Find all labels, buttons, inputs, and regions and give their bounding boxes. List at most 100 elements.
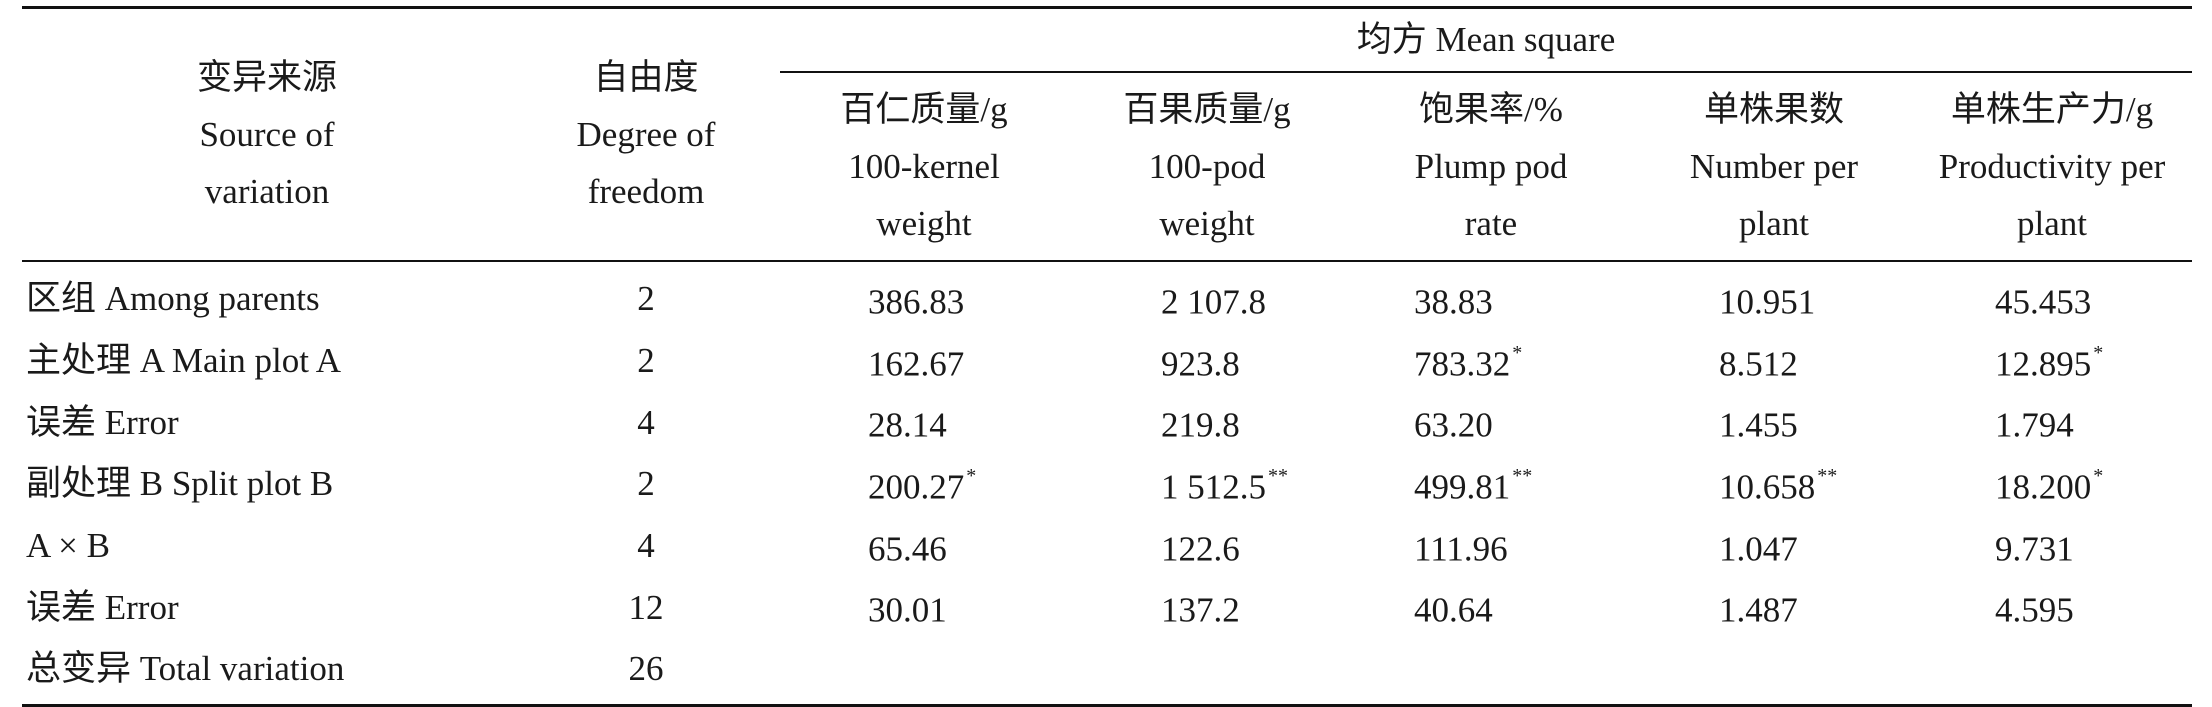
mean-square-cell: 9.731: [1912, 515, 2192, 577]
mean-square-cell: 122.6: [1068, 515, 1346, 577]
mean-square-cell: 1.047: [1636, 515, 1912, 577]
cell-value: 122.6: [1161, 529, 1240, 569]
mean-square-cell: [1912, 638, 2192, 704]
table-row: 总变异 Total variation 26: [22, 638, 2192, 704]
mean-square-cell: [780, 638, 1068, 704]
header-100-kernel-weight: 百仁质量/g 100-kernel weight: [780, 72, 1068, 262]
cell-value: 783.32: [1414, 344, 1511, 384]
cell-value: 1.047: [1719, 529, 1798, 569]
cell-value: 8.512: [1719, 344, 1798, 384]
mean-square-cell: 386.83: [780, 261, 1068, 330]
row-source: 总变异 Total variation: [26, 649, 345, 689]
significance-mark: *: [966, 464, 977, 487]
anova-table: 变异来源 Source of variation 自由度 Degree of f…: [22, 6, 2193, 707]
cell-value: 1 512.5: [1161, 467, 1266, 507]
cell-value: 1.794: [1995, 405, 2074, 445]
mean-square-cell: 28.14: [780, 391, 1068, 453]
row-df: 2: [637, 279, 655, 319]
mean-square-cell: [1068, 638, 1346, 704]
header-number-per-plant: 单株果数 Number per plant: [1636, 72, 1912, 262]
cell-value: 12.895: [1995, 344, 2092, 384]
mean-square-cell: 12.895 *: [1912, 330, 2192, 392]
mean-square-cell: 1.487: [1636, 576, 1912, 638]
row-source: 副处理 B Split plot B: [26, 464, 334, 504]
row-source: 误差 Error: [26, 402, 179, 442]
cell-value: 111.96: [1414, 529, 1508, 569]
cell-value: 28.14: [868, 405, 947, 445]
cell-value: 18.200: [1995, 467, 2092, 507]
cell-value: 1.455: [1719, 405, 1798, 445]
header-100-pod-weight: 百果质量/g 100-pod weight: [1068, 72, 1346, 262]
cell-value: 65.46: [868, 529, 947, 569]
cell-value: 10.658: [1719, 467, 1816, 507]
cell-value: 200.27: [868, 467, 965, 507]
row-source: A × B: [26, 525, 110, 565]
mean-square-cell: 65.46: [780, 515, 1068, 577]
cell-value: 162.67: [868, 344, 965, 384]
mean-square-cell: 923.8: [1068, 330, 1346, 392]
mean-square-cell: 40.64: [1346, 576, 1636, 638]
cell-value: 219.8: [1161, 405, 1240, 445]
mean-square-cell: 30.01: [780, 576, 1068, 638]
table-row: 主处理 A Main plot A 2 162.67 923.8 783.32 * 8.51…: [22, 330, 2192, 392]
cell-value: 9.731: [1995, 529, 2074, 569]
header-df: 自由度 Degree of freedom: [512, 9, 780, 262]
mean-square-cell: 162.67: [780, 330, 1068, 392]
mean-square-cell: 137.2: [1068, 576, 1346, 638]
anova-table-grid: 变异来源 Source of variation 自由度 Degree of f…: [22, 9, 2193, 704]
mean-square-cell: 111.96: [1346, 515, 1636, 577]
mean-square-cell: 1 512.5 **: [1068, 453, 1346, 515]
mean-square-cell: 1.794: [1912, 391, 2192, 453]
table-row: 误差 Error 4 28.14 219.8 63.20 1.455 1.794: [22, 391, 2192, 453]
cell-value: 923.8: [1161, 344, 1240, 384]
mean-square-cell: 200.27 *: [780, 453, 1068, 515]
mean-square-cell: 499.81 **: [1346, 453, 1636, 515]
row-df: 2: [637, 340, 655, 380]
mean-square-cell: [1346, 638, 1636, 704]
row-df: 4: [637, 525, 655, 565]
significance-mark: **: [1817, 464, 1838, 487]
cell-value: 137.2: [1161, 590, 1240, 630]
mean-square-cell: 45.453: [1912, 261, 2192, 330]
cell-value: 63.20: [1414, 405, 1493, 445]
header-productivity-per-plant: 单株生产力/g Productivity per plant: [1912, 72, 2193, 262]
cell-value: 2 107.8: [1161, 282, 1266, 322]
mean-square-cell: 10.658 **: [1636, 453, 1912, 515]
significance-mark: **: [1268, 464, 1288, 487]
table-row: 副处理 B Split plot B 2 200.27 * 1 512.5 ** 499.8…: [22, 453, 2192, 515]
cell-value: 38.83: [1414, 282, 1493, 322]
mean-square-cell: 38.83: [1346, 261, 1636, 330]
cell-value: 4.595: [1995, 590, 2074, 630]
row-df: 4: [637, 402, 655, 442]
row-source: 主处理 A Main plot A: [26, 340, 342, 380]
cell-value: 1.487: [1719, 590, 1798, 630]
mean-square-cell: 18.200 *: [1912, 453, 2192, 515]
mean-square-cell: 4.595: [1912, 576, 2192, 638]
mean-square-cell: 219.8: [1068, 391, 1346, 453]
row-source: 区组 Among parents: [26, 279, 320, 319]
significance-mark: *: [1512, 341, 1523, 364]
row-df: 2: [637, 464, 655, 504]
row-df: 12: [628, 587, 664, 627]
table-row: A × B 4 65.46 122.6 111.96 1.047 9.731: [22, 515, 2192, 577]
header-source: 变异来源 Source of variation: [22, 9, 512, 262]
table-body: 区组 Among parents 2 386.83 2 107.8 38.83 10.95…: [22, 261, 2192, 704]
header-mean-square: 均方 Mean square: [780, 9, 2193, 73]
table-row: 区组 Among parents 2 386.83 2 107.8 38.83 10.95…: [22, 261, 2192, 330]
mean-square-cell: 783.32 *: [1346, 330, 1636, 392]
row-source: 误差 Error: [26, 587, 179, 627]
header-plump-pod-rate: 饱果率/% Plump pod rate: [1346, 72, 1636, 262]
significance-mark: **: [1512, 464, 1533, 487]
cell-value: 499.81: [1414, 467, 1511, 507]
cell-value: 40.64: [1414, 590, 1493, 630]
table-row: 误差 Error 12 30.01 137.2 40.64 1.487 4.595: [22, 576, 2192, 638]
cell-value: 10.951: [1719, 282, 1816, 322]
cell-value: 30.01: [868, 590, 947, 630]
significance-mark: *: [2093, 341, 2104, 364]
significance-mark: *: [2093, 464, 2104, 487]
mean-square-cell: 8.512: [1636, 330, 1912, 392]
mean-square-cell: 1.455: [1636, 391, 1912, 453]
mean-square-cell: 63.20: [1346, 391, 1636, 453]
cell-value: 45.453: [1995, 282, 2092, 322]
row-df: 26: [628, 649, 664, 689]
